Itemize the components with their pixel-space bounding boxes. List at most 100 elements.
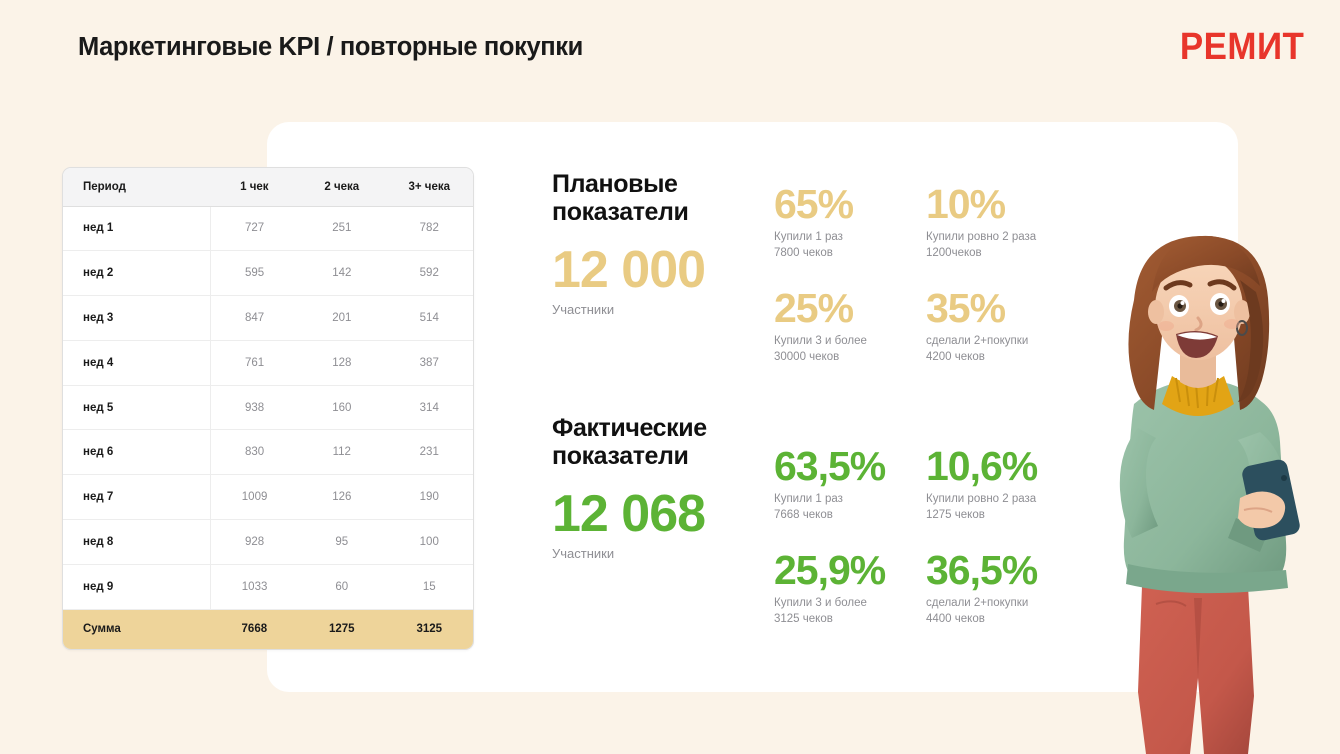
cell-2-checks: 112 bbox=[298, 429, 386, 476]
actual-total-participants: 12 068 bbox=[552, 485, 706, 543]
stat-description: сделали 2+покупки bbox=[926, 596, 1029, 609]
stat-item-4: 35% сделали 2+покупки 4200 чеков bbox=[926, 284, 1084, 366]
stat-item-2: 10% Купили ровно 2 раза 1200чеков bbox=[926, 184, 1084, 262]
stat-percent: 10% bbox=[926, 181, 1006, 227]
brand-logo: РЕМИТ bbox=[1179, 26, 1304, 68]
cell-2-checks: 251 bbox=[298, 206, 386, 252]
table-row: нед 5 938 160 314 bbox=[63, 385, 473, 431]
stat-checks: 30000 чеков bbox=[774, 350, 840, 363]
column-header-2-checks: 2 чека bbox=[298, 168, 386, 207]
actual-heading: Фактические показатели bbox=[552, 414, 707, 470]
cell-period: нед 2 bbox=[63, 250, 211, 297]
stat-description: Купили 1 раз bbox=[774, 493, 843, 505]
planned-indicators-section: Плановые показатели 12 000 Участники 65%… bbox=[552, 170, 1036, 363]
stat-percent: 25% bbox=[774, 284, 854, 331]
cell-1-check: 847 bbox=[210, 295, 299, 341]
stat-description: Купили ровно 2 раза bbox=[926, 231, 1037, 243]
cell-period: нед 6 bbox=[63, 429, 211, 476]
table-body: нед 1 727 251 782 нед 2 595 142 592 нед 3 847 201 5… bbox=[63, 206, 473, 650]
actual-total-caption: Участники bbox=[552, 546, 615, 561]
page-title: Маркетинговые KPI / повторные покупки bbox=[78, 33, 583, 61]
stat-percent: 63,5% bbox=[774, 443, 886, 489]
cell-period: нед 7 bbox=[63, 474, 211, 521]
planned-stat-grid: 65% Купили 1 раз 7800 чеков 10% Купили ровно… bbox=[774, 184, 1084, 365]
cell-2-checks: 60 bbox=[298, 564, 386, 610]
stat-item-2: 10,6% Купили ровно 2 раза 1275 чеков bbox=[926, 446, 1084, 524]
planned-heading: Плановые показатели bbox=[552, 170, 689, 226]
table-header-row: Период 1 чек 2 чека 3+ чека bbox=[63, 168, 473, 207]
stat-percent: 36,5% bbox=[926, 546, 1038, 593]
cell-3plus-checks: 15 bbox=[385, 564, 473, 610]
cell-period: нед 1 bbox=[63, 206, 211, 252]
stat-checks: 1200чеков bbox=[926, 246, 982, 259]
stat-checks: 1275 чеков bbox=[926, 508, 985, 521]
actual-indicators-section: Фактические показатели 12 068 Участники … bbox=[552, 414, 1038, 625]
kpi-table-card: Период 1 чек 2 чека 3+ чека нед 1 727 251 7… bbox=[62, 167, 474, 651]
summary-1-check: 7668 bbox=[210, 609, 299, 650]
stat-description: Купили 3 и более bbox=[774, 334, 867, 347]
cell-3plus-checks: 190 bbox=[385, 474, 473, 521]
table-header: Период 1 чек 2 чека 3+ чека bbox=[63, 168, 473, 207]
cell-1-check: 830 bbox=[210, 429, 299, 476]
column-header-3plus-checks: 3+ чека bbox=[385, 168, 473, 207]
cell-period: нед 9 bbox=[63, 564, 211, 610]
cell-1-check: 761 bbox=[210, 340, 299, 386]
cell-3plus-checks: 100 bbox=[385, 519, 473, 565]
stat-checks: 4400 чеков bbox=[926, 612, 985, 625]
actual-stat-grid: 63,5% Купили 1 раз 7668 чеков 10,6% Купили р… bbox=[774, 446, 1084, 627]
stat-percent: 10,6% bbox=[926, 443, 1038, 489]
cell-1-check: 928 bbox=[210, 519, 299, 565]
table-row: нед 1 727 251 782 bbox=[63, 206, 473, 252]
cell-period: нед 3 bbox=[63, 295, 211, 341]
kpi-table: Период 1 чек 2 чека 3+ чека нед 1 727 251 7… bbox=[63, 168, 473, 650]
stat-percent: 35% bbox=[926, 284, 1006, 331]
planned-total-caption: Участники bbox=[552, 302, 615, 317]
cell-2-checks: 142 bbox=[298, 250, 386, 297]
cell-2-checks: 128 bbox=[298, 340, 386, 386]
cell-period: нед 4 bbox=[63, 340, 211, 386]
column-header-1-check: 1 чек bbox=[210, 168, 299, 207]
summary-2-checks: 1275 bbox=[298, 609, 386, 650]
cell-3plus-checks: 231 bbox=[385, 429, 473, 476]
cell-2-checks: 126 bbox=[298, 474, 386, 521]
cell-period: нед 8 bbox=[63, 519, 211, 565]
stat-description: Купили 1 раз bbox=[774, 231, 843, 243]
cell-1-check: 938 bbox=[210, 385, 299, 431]
cell-period: нед 5 bbox=[63, 385, 211, 431]
cell-1-check: 727 bbox=[210, 206, 299, 252]
stat-item-3: 25,9% Купили 3 и более 3125 чеков bbox=[774, 546, 926, 628]
table-row: нед 3 847 201 514 bbox=[63, 295, 473, 341]
table-row: нед 6 830 112 231 bbox=[63, 429, 473, 476]
stat-item-1: 65% Купили 1 раз 7800 чеков bbox=[774, 184, 926, 262]
planned-total-participants: 12 000 bbox=[552, 241, 706, 299]
stat-percent: 65% bbox=[774, 181, 854, 227]
cell-3plus-checks: 592 bbox=[385, 250, 473, 297]
cell-3plus-checks: 314 bbox=[385, 385, 473, 431]
cell-1-check: 1033 bbox=[210, 564, 299, 610]
cell-2-checks: 160 bbox=[298, 385, 386, 431]
stat-description: Купили 3 и более bbox=[774, 596, 867, 609]
stat-checks: 3125 чеков bbox=[774, 612, 833, 625]
cell-1-check: 1009 bbox=[210, 474, 299, 521]
cell-3plus-checks: 514 bbox=[385, 295, 473, 341]
cell-1-check: 595 bbox=[210, 250, 299, 297]
summary-label: Сумма bbox=[63, 609, 211, 650]
stat-item-4: 36,5% сделали 2+покупки 4400 чеков bbox=[926, 546, 1084, 628]
table-row: нед 8 928 95 100 bbox=[63, 519, 473, 565]
table-row: нед 4 761 128 387 bbox=[63, 340, 473, 386]
table-row: нед 2 595 142 592 bbox=[63, 250, 473, 297]
table-summary-row: Сумма 7668 1275 3125 bbox=[63, 609, 473, 650]
column-header-period: Период bbox=[63, 168, 211, 207]
stat-checks: 4200 чеков bbox=[926, 350, 985, 363]
table-row: нед 9 1033 60 15 bbox=[63, 564, 473, 610]
stat-checks: 7800 чеков bbox=[774, 246, 833, 259]
stat-percent: 25,9% bbox=[774, 546, 886, 593]
cell-2-checks: 95 bbox=[298, 519, 386, 565]
stat-description: Купили ровно 2 раза bbox=[926, 493, 1037, 505]
cell-3plus-checks: 387 bbox=[385, 340, 473, 386]
summary-3plus-checks: 3125 bbox=[385, 609, 473, 650]
stat-item-1: 63,5% Купили 1 раз 7668 чеков bbox=[774, 446, 926, 524]
cell-3plus-checks: 782 bbox=[385, 206, 473, 252]
cell-2-checks: 201 bbox=[298, 295, 386, 341]
stat-item-3: 25% Купили 3 и более 30000 чеков bbox=[774, 284, 926, 366]
